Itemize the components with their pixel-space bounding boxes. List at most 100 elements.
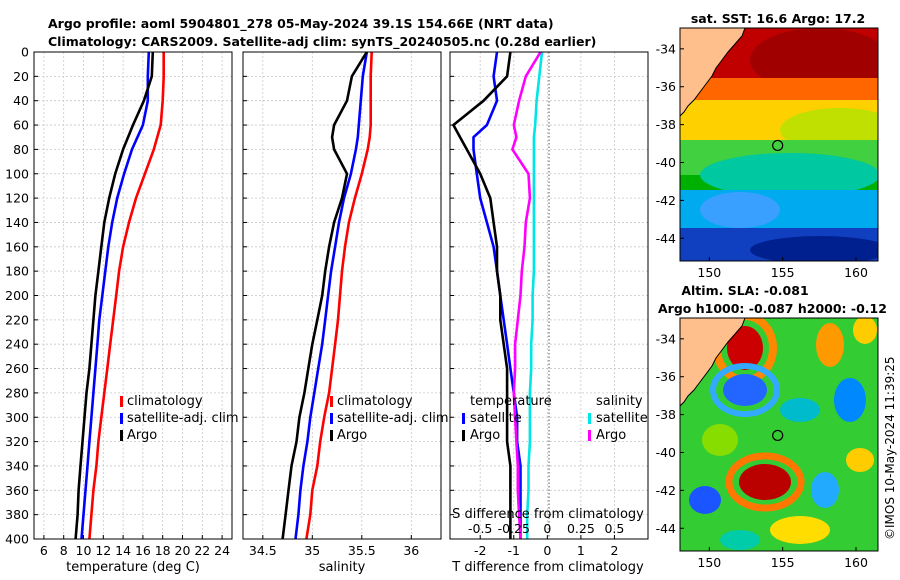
ytick-label: 260 bbox=[5, 361, 29, 376]
legend-label-s-argo: Argo bbox=[596, 428, 626, 443]
legend-label-climatology: climatology bbox=[337, 394, 413, 409]
top-xtick-label: -0.5 bbox=[468, 521, 492, 536]
series-line-satellite-adj-clim bbox=[80, 52, 151, 539]
map-xtick-label: 155 bbox=[771, 265, 795, 280]
legend-label-argo: Argo bbox=[337, 428, 367, 443]
xtick-label: 16 bbox=[135, 543, 151, 558]
map-ytick-label: -40 bbox=[656, 445, 676, 460]
map-ytick-label: -34 bbox=[656, 331, 676, 346]
ytick-label: 160 bbox=[5, 239, 29, 254]
ytick-label: 80 bbox=[13, 142, 29, 157]
sla-warm-patch-2 bbox=[816, 323, 844, 367]
sst-lightblue-patch bbox=[700, 192, 780, 228]
series-line-climatology bbox=[88, 52, 165, 539]
sla-warm-patch-4 bbox=[846, 448, 874, 472]
series-line-satellite-adj-clim bbox=[294, 52, 369, 539]
temperature-legend: climatology satellite-adj. clim Argo bbox=[120, 394, 239, 443]
sst-ticks: 150 155 160 -34 -36 -38 -40 -42 -44 bbox=[656, 41, 868, 280]
sla-eddy-cold-1 bbox=[723, 374, 767, 406]
top-xtick-label: 0.5 bbox=[604, 521, 624, 536]
series-line-argo bbox=[281, 52, 368, 539]
temperature-xlabel: temperature (deg C) bbox=[66, 560, 200, 575]
legend-label-climatology: climatology bbox=[127, 394, 203, 409]
series-line-climatology bbox=[305, 52, 373, 539]
imos-stamp: ©IMOS 10-May-2024 11:39:25 bbox=[883, 356, 897, 540]
ytick-label: 280 bbox=[5, 385, 29, 400]
legend-swatch-satellite bbox=[330, 413, 333, 424]
legend-label-satellite: satellite-adj. clim bbox=[127, 411, 239, 426]
xtick-label: -1 bbox=[508, 543, 520, 558]
xtick-label: 1 bbox=[577, 543, 585, 558]
top-xtick-label: 0 bbox=[543, 521, 551, 536]
xtick-label: 6 bbox=[40, 543, 48, 558]
series-line-s-argo bbox=[511, 52, 542, 539]
sla-frame bbox=[679, 317, 879, 552]
sla-eddy-cold-1-ring bbox=[710, 363, 780, 417]
legend-swatch-t-satellite bbox=[462, 413, 465, 424]
ytick-label: 40 bbox=[13, 93, 29, 108]
xtick-label: 18 bbox=[155, 543, 171, 558]
sst-map-title: sat. SST: 16.6 Argo: 17.2 bbox=[691, 11, 865, 26]
legend-swatch-argo bbox=[120, 430, 123, 441]
legend-title-temperature: temperature bbox=[470, 394, 552, 409]
sst-frame bbox=[679, 27, 879, 262]
map-ytick-label: -44 bbox=[656, 231, 676, 246]
map-xtick-label: 150 bbox=[697, 265, 721, 280]
xtick-label: 14 bbox=[115, 543, 131, 558]
xtick-label: 34.5 bbox=[249, 543, 277, 558]
sla-coastline bbox=[680, 318, 746, 407]
sla-cold-patch-4 bbox=[689, 486, 721, 514]
legend-swatch-satellite bbox=[120, 413, 123, 424]
xtick-label: 36 bbox=[403, 543, 419, 558]
legend-swatch-argo bbox=[330, 430, 333, 441]
temperature-lines bbox=[74, 52, 165, 539]
sla-map-title: Altim. SLA: -0.081 bbox=[681, 283, 808, 298]
ytick-label: 340 bbox=[5, 458, 29, 473]
legend-swatch-s-argo bbox=[588, 430, 591, 441]
xtick-label: 22 bbox=[194, 543, 210, 558]
ytick-label: 220 bbox=[5, 312, 29, 327]
xtick-label: 35 bbox=[304, 543, 320, 558]
legend-label-t-argo: Argo bbox=[470, 428, 500, 443]
map-ytick-label: -44 bbox=[656, 521, 676, 536]
ytick-label: 300 bbox=[5, 410, 29, 425]
sla-warm-patch-5 bbox=[770, 516, 830, 544]
sst-coastline bbox=[680, 28, 746, 117]
difference-top-xlabel: S difference from climatology bbox=[452, 507, 644, 522]
legend-label-s-satellite: satellite bbox=[596, 411, 648, 426]
sla-cold-patch-3 bbox=[834, 378, 866, 422]
ytick-label: 180 bbox=[5, 264, 29, 279]
top-xtick-label: 0.25 bbox=[567, 521, 595, 536]
ytick-label: 100 bbox=[5, 166, 29, 181]
map-ytick-label: -42 bbox=[656, 483, 676, 498]
sst-warm-core bbox=[750, 28, 878, 92]
sla-cold-patch-5 bbox=[811, 472, 839, 508]
series-line-s-satellite bbox=[525, 52, 544, 539]
salinity-lines bbox=[281, 52, 373, 539]
legend-swatch-climatology bbox=[330, 396, 333, 407]
sst-darkblue-patch bbox=[750, 236, 878, 261]
map-ytick-label: -36 bbox=[656, 79, 676, 94]
ytick-label: 400 bbox=[5, 532, 29, 547]
header-line-2: Climatology: CARS2009. Satellite-adj cli… bbox=[48, 34, 596, 50]
legend-swatch-s-satellite bbox=[588, 413, 591, 424]
sla-green-patch bbox=[702, 424, 738, 456]
map-ytick-label: -40 bbox=[656, 155, 676, 170]
ytick-label: 140 bbox=[5, 215, 29, 230]
map-ytick-label: -38 bbox=[656, 117, 676, 132]
salinity-ticks: 34.5 35 35.5 36 bbox=[243, 51, 419, 558]
sst-land bbox=[680, 28, 745, 116]
sst-argo-marker bbox=[772, 139, 784, 152]
map-xtick-label: 150 bbox=[697, 555, 721, 570]
xtick-label: 8 bbox=[60, 543, 68, 558]
legend-label-t-satellite: satellite bbox=[470, 411, 522, 426]
series-line-argo bbox=[74, 52, 155, 539]
map-ytick-label: -42 bbox=[656, 193, 676, 208]
xtick-label: 0 bbox=[543, 543, 551, 558]
salinity-panel: 34.5 35 35.5 36 salinity climatology satell… bbox=[242, 51, 449, 575]
ytick-label: 0 bbox=[21, 45, 29, 60]
sla-map-subtitle: Argo h1000: -0.087 h2000: -0.12 bbox=[658, 301, 887, 316]
sla-argo-marker bbox=[772, 429, 784, 442]
temperature-panel: 0 20 40 60 80 100 120 140 160 180 200 220 240 260 280 3… bbox=[5, 45, 238, 576]
